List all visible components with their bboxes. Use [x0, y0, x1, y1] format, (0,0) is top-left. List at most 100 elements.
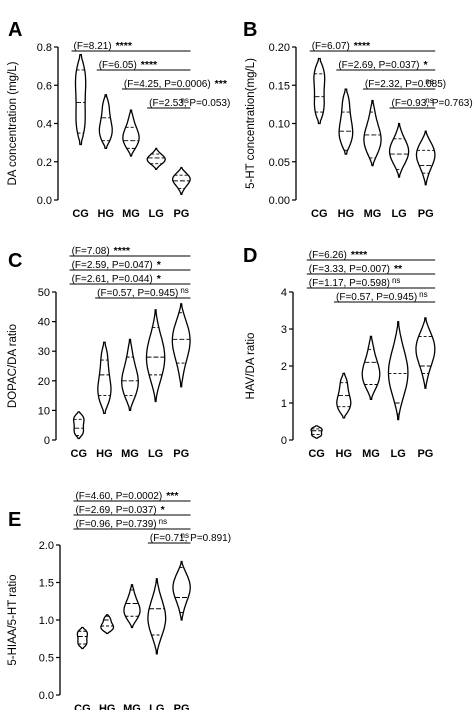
panel-c: C 0 10 20 30 40 50 DOPAC/DA ratio CG HG MG LG PG (F=7… [7, 245, 191, 460]
panel-e-violin-mg [123, 584, 141, 629]
panel-b-comparison-label: (F=2.32, P=0.085) [365, 79, 446, 90]
panel-d-y-tick-label: 0 [281, 435, 287, 447]
panel-b-violin-pg [415, 130, 436, 186]
panel-c-comparison-label: (F=2.61, P=0.044) [72, 274, 153, 285]
panel-c-x-tick-label: PG [173, 448, 189, 460]
panel-d-comparison-label: (F=6.26) [309, 250, 347, 261]
panel-b-y-tick-label: 0.15 [269, 80, 290, 92]
panel-d-y-tick-label: 1 [281, 398, 287, 410]
panel-e-comparison-label: (F=4.60, P=0.0002) [75, 491, 162, 502]
panel-a-y-tick-label: 0.4 [37, 119, 52, 131]
panel-e-significance-ns: ns [181, 531, 189, 540]
panel-b-y-tick-label: 0.20 [269, 42, 290, 54]
panel-a-violin-lg [146, 147, 166, 171]
panel-d-violin-pg [415, 317, 436, 389]
panel-d-significance-stars: **** [351, 249, 368, 261]
panel-a-x-tick-label: LG [149, 208, 164, 220]
panel-e-y-axis-label: 5-HIAA/5-HT ratio [7, 574, 19, 665]
panel-b: B 0.00 0.05 0.10 0.15 0.20 5-HT concentration(… [243, 19, 473, 220]
panel-b-y-tick-label: 0.10 [269, 119, 290, 131]
panel-c-x-tick-label: LG [148, 448, 163, 460]
panel-b-y-tick-label: 0.05 [269, 157, 290, 169]
panel-a-x-tick-label: HG [98, 208, 115, 220]
panel-a-x-tick-label: MG [122, 208, 140, 220]
panel-b-comparison-label: (F=6.07) [312, 41, 350, 52]
panel-a-significance-stars: *** [215, 78, 228, 90]
panel-d-y-tick-label: 4 [281, 287, 287, 299]
panel-a: A 0.0 0.2 0.4 0.6 0.8 DA concentration (mg/L) C… [7, 19, 230, 220]
panel-a-y-axis-label: DA concentration (mg/L) [7, 61, 19, 185]
panel-a-y-tick-label: 0.6 [37, 80, 52, 92]
panel-c-significance-stars: * [157, 259, 162, 271]
panel-d-significance-ns: ns [392, 276, 400, 285]
panel-a-letter: A [8, 19, 22, 41]
panel-a-significance-stars: **** [116, 40, 133, 52]
panel-d-significance-stars: ** [394, 263, 403, 275]
panel-c-y-tick-label: 30 [38, 346, 50, 358]
panel-d-significance-ns: ns [419, 290, 427, 299]
panel-e-letter: E [8, 509, 21, 531]
panel-a-comparison-label: (F=2.53, P=0.053) [149, 98, 230, 109]
panel-b-comparison-label: (F=2.69, P=0.037) [338, 60, 419, 71]
panel-c-y-tick-label: 20 [38, 376, 50, 388]
panel-d-x-tick-label: LG [391, 448, 406, 460]
panel-c-y-tick-label: 40 [38, 317, 50, 329]
panel-c-significance-ns: ns [180, 286, 188, 295]
panel-c-x-tick-label: HG [96, 448, 113, 460]
panel-c-comparison-label: (F=7.08) [72, 246, 110, 257]
panel-a-y-tick-label: 0.2 [37, 157, 52, 169]
panel-c-x-tick-label: CG [71, 448, 88, 460]
panel-e-x-tick-label: PG [174, 703, 190, 710]
panel-c-violin-lg [145, 309, 166, 403]
panel-d-violin-cg [310, 425, 323, 439]
panel-c-y-tick-label: 50 [38, 287, 50, 299]
panel-d-x-tick-label: CG [308, 448, 325, 460]
panel-a-comparison-label: (F=8.21) [74, 41, 112, 52]
panel-b-y-tick-label: 0.00 [269, 195, 290, 207]
panel-b-y-axis-label: 5-HT concentration(mg/L) [245, 58, 257, 189]
panel-a-comparison-label: (F=6.05) [99, 60, 137, 71]
panel-e-y-tick-label: 0.5 [39, 653, 54, 665]
panel-a-y-tick-label: 0.0 [37, 195, 52, 207]
panel-a-y-tick-label: 0.8 [37, 42, 52, 54]
panel-e-x-tick-label: CG [74, 703, 91, 710]
panel-d-comparison-label: (F=3.33, P=0.007) [309, 264, 390, 275]
panel-d-x-tick-label: PG [417, 448, 433, 460]
panel-b-violin-hg [338, 88, 354, 155]
panel-b-significance-ns: ns [425, 96, 433, 105]
panel-c-violin-pg [171, 303, 191, 388]
panel-e-violin-hg [100, 614, 115, 635]
panel-e-comparison-label: (F=0.71, P=0.891) [150, 533, 231, 544]
panel-e-significance-ns: ns [159, 517, 167, 526]
panel-e-y-tick-label: 1.0 [39, 615, 54, 627]
panel-b-violin-lg [388, 122, 410, 178]
panel-b-x-tick-label: CG [311, 208, 328, 220]
panel-c-comparison-label: (F=2.59, P=0.047) [72, 260, 153, 271]
panel-e-violin-cg [76, 626, 89, 650]
panel-b-x-tick-label: MG [364, 208, 382, 220]
panel-d-violin-mg [361, 335, 381, 400]
panel-e-y-tick-label: 2.0 [39, 540, 54, 552]
panel-b-comparison-label: (F=0.93, P=0.763) [392, 98, 473, 109]
panel-b-significance-stars: **** [354, 40, 371, 52]
panel-b-x-tick-label: HG [338, 208, 355, 220]
panel-b-significance-stars: * [423, 59, 428, 71]
panel-a-x-tick-label: CG [72, 208, 89, 220]
panel-e-x-tick-label: MG [123, 703, 141, 710]
panel-a-violin-cg [74, 54, 87, 146]
panel-b-x-tick-label: PG [418, 208, 434, 220]
panel-c-y-tick-label: 10 [38, 405, 50, 417]
panel-d-comparison-label: (F=0.57, P=0.945) [336, 292, 417, 303]
panel-e-comparison-label: (F=0.96, P=0.739) [75, 519, 156, 530]
panel-c-violin-mg [121, 338, 139, 412]
panel-e-y-tick-label: 1.5 [39, 578, 54, 590]
panel-d-violin-lg [387, 320, 409, 421]
panel-c-significance-stars: * [157, 273, 162, 285]
panel-a-violin-hg [98, 94, 113, 150]
panel-b-significance-ns: ns [425, 77, 433, 86]
panel-b-violin-cg [313, 57, 326, 125]
panel-e-x-tick-label: HG [99, 703, 116, 710]
panel-d-comparison-label: (F=1.17, P=0.598) [309, 278, 390, 289]
panel-d-letter: D [243, 245, 257, 267]
